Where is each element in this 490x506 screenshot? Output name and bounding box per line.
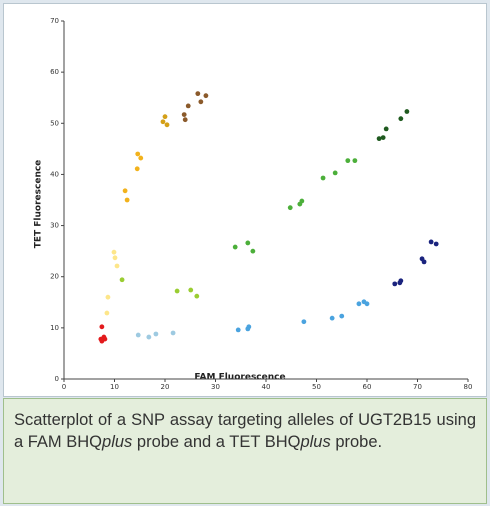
point: [332, 170, 338, 176]
point: [164, 122, 170, 128]
caption: Scatterplot of a SNP assay targeting all…: [3, 398, 487, 504]
point: [320, 175, 326, 181]
point: [421, 259, 427, 265]
chart: FAM Fluorescence TET Fluorescence 0 10 20 3…: [34, 17, 473, 391]
point: [198, 99, 204, 105]
y-tick-label: 30: [50, 222, 59, 230]
y-tick-label: 40: [50, 170, 59, 178]
point: [162, 114, 168, 120]
y-tick-label: 0: [55, 375, 59, 383]
point: [433, 241, 439, 247]
point: [232, 244, 238, 250]
point: [246, 324, 252, 330]
y-tick-label: 70: [50, 17, 59, 25]
point: [356, 301, 362, 307]
point: [99, 338, 105, 344]
point: [339, 313, 345, 319]
point: [398, 116, 404, 122]
point: [428, 239, 434, 245]
point: [182, 117, 188, 123]
point: [104, 310, 110, 316]
point: [195, 91, 201, 97]
point: [188, 287, 194, 293]
point: [376, 136, 382, 142]
point: [352, 158, 358, 164]
x-tick-label: 70: [413, 383, 422, 391]
point: [174, 288, 180, 294]
point: [250, 248, 256, 254]
point: [287, 205, 293, 211]
point: [99, 324, 105, 330]
point: [170, 330, 176, 336]
point: [112, 255, 118, 261]
point: [364, 301, 370, 307]
caption-text: probe and a TET BHQ: [132, 433, 301, 451]
y-tick-label: 50: [50, 119, 59, 127]
x-tick-label: 0: [62, 383, 66, 391]
point: [203, 93, 209, 99]
caption-italic: plus: [300, 433, 331, 451]
y-axis-label: TET Fluorescence: [34, 160, 44, 249]
y-tick-label: 60: [50, 68, 59, 76]
point: [114, 263, 120, 269]
point: [404, 109, 410, 114]
chart-panel: FAM Fluorescence TET Fluorescence 0 10 20 3…: [3, 3, 487, 397]
point: [111, 249, 117, 255]
point: [185, 103, 191, 109]
point: [135, 151, 141, 157]
point: [138, 155, 144, 161]
point: [105, 294, 111, 300]
point: [345, 158, 351, 164]
x-axis-label: FAM Fluorescence: [194, 373, 285, 383]
x-tick-label: 40: [262, 383, 271, 391]
point: [124, 197, 130, 203]
x-tick-label: 60: [363, 383, 372, 391]
point: [392, 281, 398, 287]
x-tick-label: 10: [110, 383, 119, 391]
x-tick-label: 30: [211, 383, 220, 391]
point: [398, 278, 404, 284]
point: [146, 334, 152, 340]
point: [329, 315, 335, 321]
point: [245, 240, 251, 246]
x-tick-label: 50: [312, 383, 321, 391]
point: [153, 331, 159, 337]
point: [299, 198, 305, 204]
x-tick-label: 80: [464, 383, 473, 391]
point: [383, 126, 389, 132]
point: [194, 293, 200, 299]
point: [160, 119, 166, 125]
point: [119, 277, 125, 283]
point: [301, 319, 307, 325]
point: [135, 332, 141, 338]
caption-text: Scatterplot of a SNP assay targeting all…: [14, 411, 476, 451]
y-tick-label: 10: [50, 324, 59, 332]
x-tick-label: 20: [161, 383, 170, 391]
y-tick-label: 20: [50, 273, 59, 281]
point: [380, 135, 386, 141]
point: [181, 112, 187, 117]
caption-italic: plus: [102, 433, 133, 451]
point: [122, 188, 128, 194]
point: [235, 327, 241, 333]
point: [134, 166, 140, 172]
caption-text: probe.: [330, 433, 383, 451]
